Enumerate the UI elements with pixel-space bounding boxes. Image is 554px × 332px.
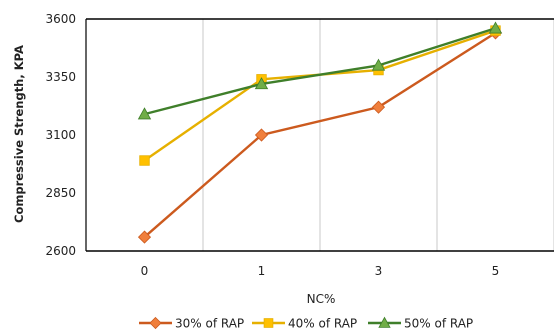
y-tick-label: 2850 (45, 186, 76, 200)
legend-label: 50% of RAP (404, 317, 473, 331)
y-tick-label: 3600 (45, 12, 76, 26)
data-point (139, 155, 150, 166)
legend-item: 40% of RAP (252, 317, 357, 331)
data-point (371, 58, 386, 71)
y-tick-labels: 2600 2850 3100 3350 3600 (45, 12, 76, 258)
x-tick-label: 3 (375, 264, 383, 278)
x-axis-title: NC% (307, 292, 336, 306)
series-line (144, 27, 496, 116)
y-tick-label: 2600 (45, 244, 76, 258)
x-tick-label: 0 (141, 264, 149, 278)
data-point (137, 230, 152, 244)
x-tick-labels: 0 1 3 5 (141, 264, 500, 278)
legend-label: 30% of RAP (175, 317, 244, 331)
y-tick-label: 3100 (45, 128, 76, 142)
data-point (488, 21, 503, 34)
data-point (371, 100, 386, 114)
grid-lines (202, 19, 554, 251)
y-axis-title: Compressive Strength, KPA (12, 45, 26, 223)
axes (85, 18, 554, 252)
x-tick-label: 5 (492, 264, 500, 278)
legend: 30% of RAP 40% of RAP 50% of RAP (139, 317, 473, 331)
data-point (263, 318, 274, 328)
series-line (143, 31, 497, 238)
series (137, 21, 503, 120)
data-point (137, 107, 152, 120)
data-point (378, 316, 391, 328)
data-point (149, 316, 162, 330)
legend-label: 40% of RAP (288, 317, 357, 331)
legend-item: 30% of RAP (139, 317, 244, 331)
y-tick-label: 3350 (45, 70, 76, 84)
data-point (254, 128, 269, 142)
legend-item: 50% of RAP (368, 317, 473, 331)
data-point (254, 77, 269, 90)
series-group (137, 21, 503, 244)
x-tick-label: 1 (258, 264, 266, 278)
series (137, 26, 503, 244)
